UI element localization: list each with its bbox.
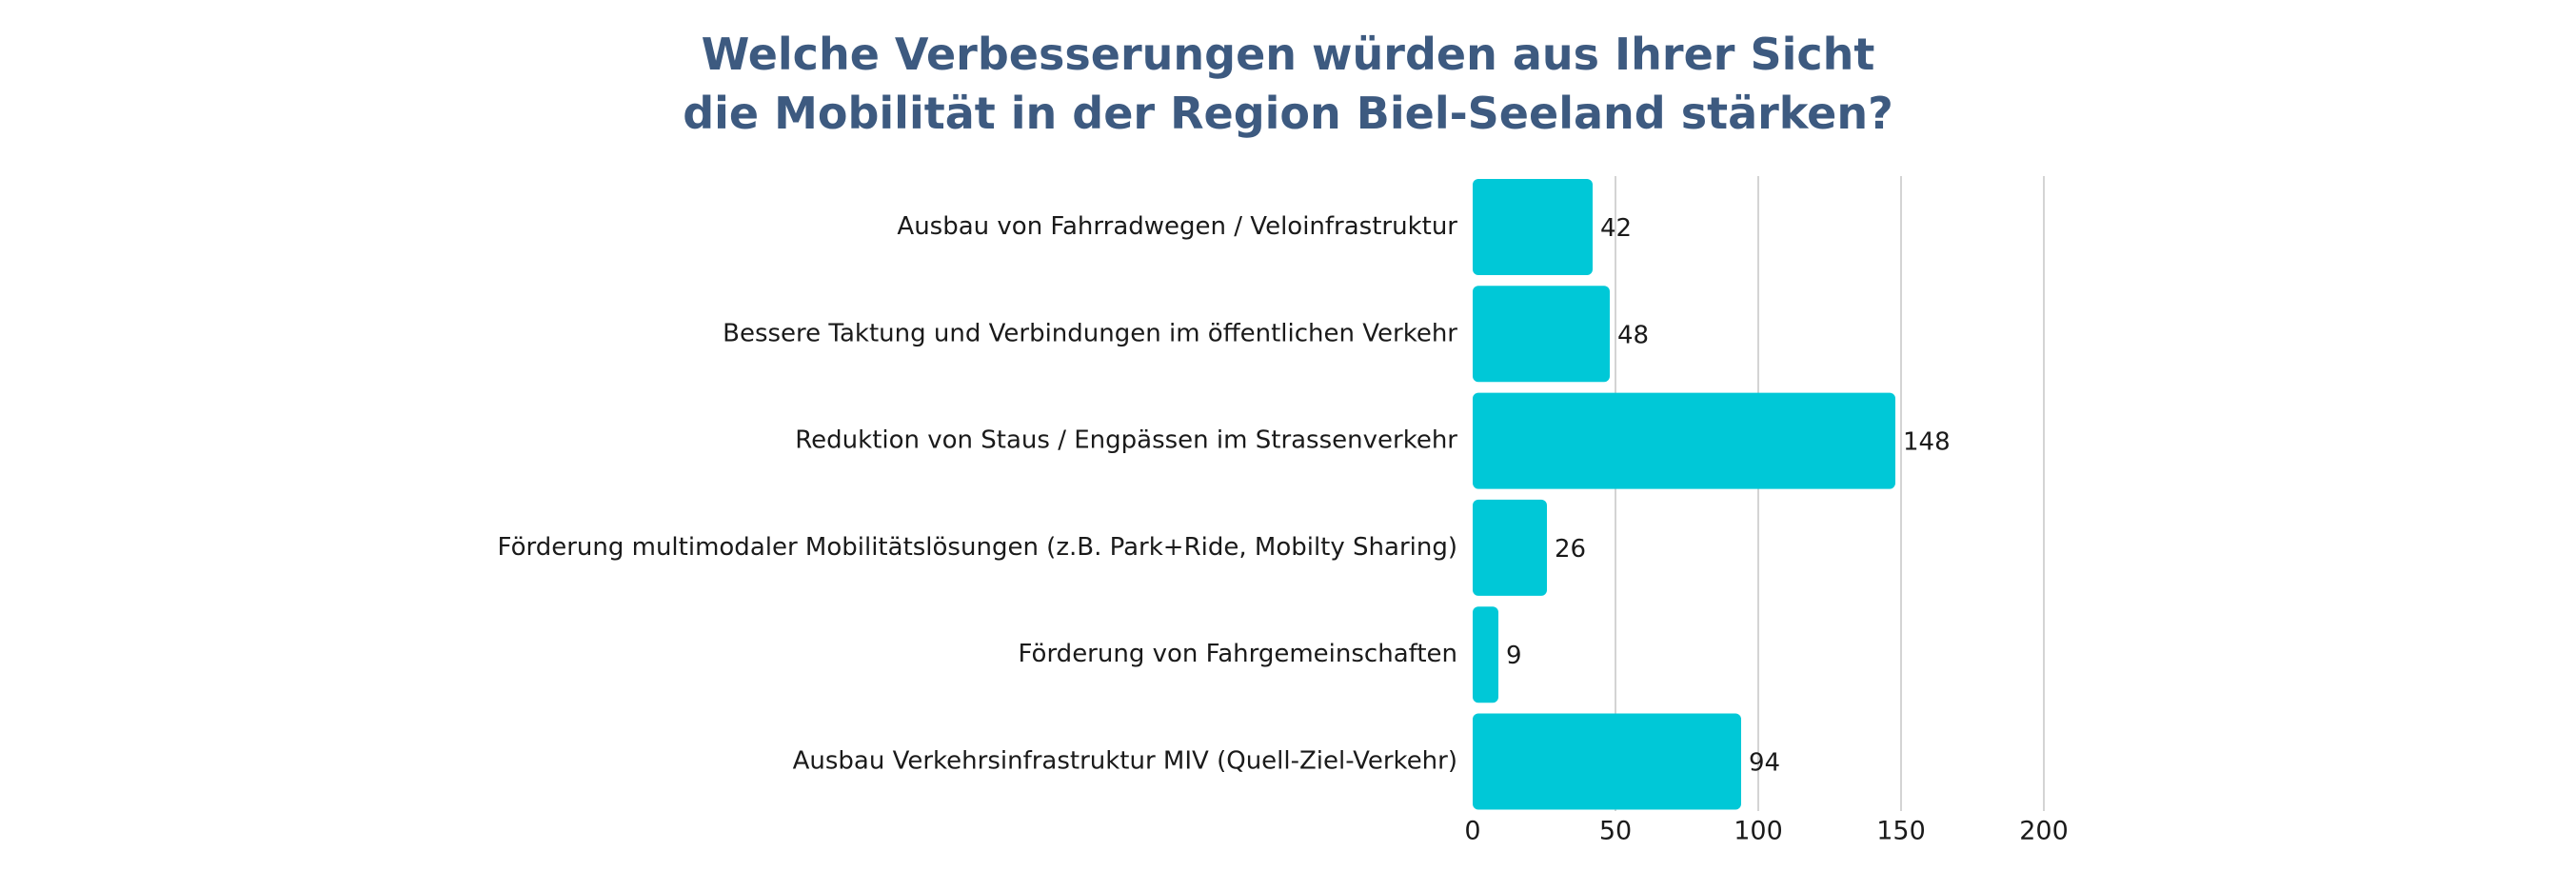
category-label-2: Bessere Taktung und Verbindungen im öffe…: [723, 319, 1457, 347]
bar-3: [1473, 392, 1895, 489]
value-label-3: 148: [1903, 428, 1951, 457]
chart-title-line-2: die Mobilität in der Region Biel-Seeland…: [683, 88, 1893, 139]
bar-6: [1473, 713, 1741, 810]
bar-4: [1473, 499, 1547, 596]
chart-title-line-1: Welche Verbesserungen würden aus Ihrer S…: [701, 29, 1875, 80]
x-tick-label-200: 200: [2019, 817, 2069, 846]
x-tick-label-150: 150: [1876, 817, 1926, 846]
x-tick-label-50: 50: [1599, 817, 1632, 846]
category-label-1: Ausbau von Fahrradwegen / Veloinfrastruk…: [897, 212, 1457, 241]
chart-title: Welche Verbesserungen würden aus Ihrer S…: [0, 25, 2576, 143]
category-label-6: Ausbau Verkehrsinfrastruktur MIV (Quell-…: [793, 747, 1457, 776]
x-axis-ticks: 0 50 100 150 200: [1464, 817, 2068, 846]
category-label-3: Reduktion von Staus / Engpässen im Stras…: [795, 426, 1457, 455]
value-label-5: 9: [1506, 642, 1522, 670]
x-tick-label-100: 100: [1734, 817, 1783, 846]
category-label-4: Förderung multimodaler Mobilitätslösunge…: [498, 533, 1457, 562]
bar-2: [1473, 286, 1610, 383]
value-label-6: 94: [1749, 749, 1780, 778]
value-labels: 42 48 148 26 9 94: [1506, 214, 1951, 778]
value-label-2: 48: [1617, 321, 1649, 349]
grid-lines: [1615, 176, 2045, 811]
value-label-1: 42: [1600, 214, 1632, 243]
bar-1: [1473, 179, 1593, 275]
x-tick-label-0: 0: [1464, 817, 1480, 846]
bars: [1473, 179, 1895, 810]
category-label-5: Förderung von Fahrgemeinschaften: [1019, 640, 1457, 668]
bar-5: [1473, 606, 1498, 703]
category-labels: Ausbau von Fahrradwegen / Veloinfrastruk…: [498, 212, 1458, 776]
value-label-4: 26: [1555, 535, 1586, 564]
